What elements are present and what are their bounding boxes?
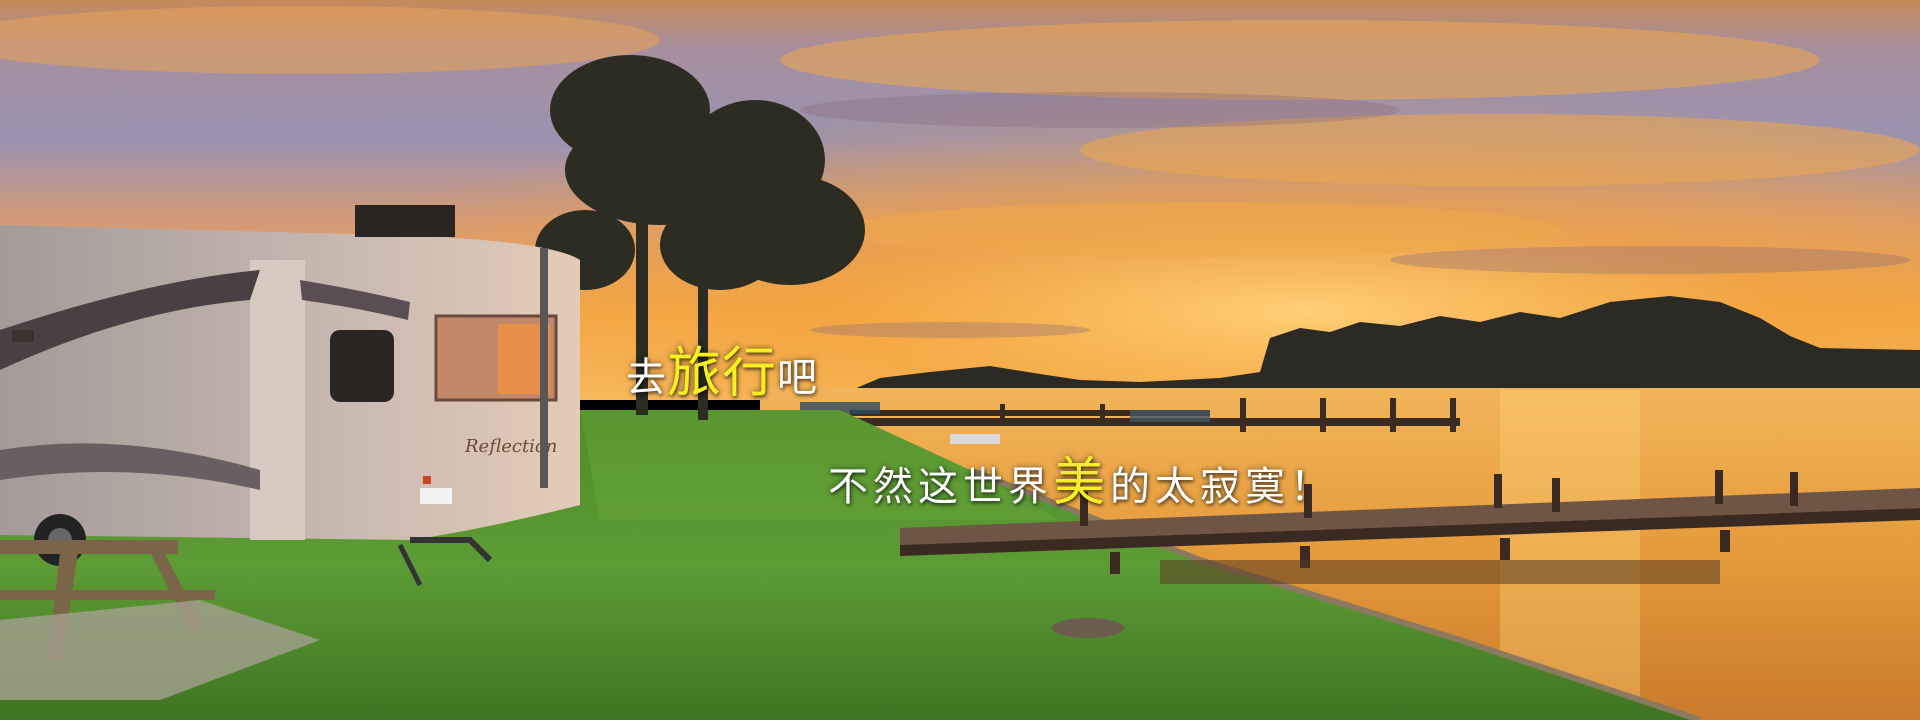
headline-caption: 去旅行吧 — [626, 328, 818, 407]
rv-trailer: Reflection — [0, 205, 580, 587]
subline-suffix: 的太寂寞！ — [1110, 464, 1336, 510]
subline-caption: 不然这世界美的太寂寞！ — [828, 440, 1335, 515]
headline-suffix: 吧 — [777, 355, 818, 401]
subline-prefix: 不然这世界 — [828, 464, 1053, 510]
headline-prefix: 去 — [626, 355, 667, 401]
headline-highlight: 旅行 — [667, 341, 777, 404]
rv-brand-text: Reflection — [464, 436, 557, 457]
subline-highlight: 美 — [1053, 453, 1111, 513]
